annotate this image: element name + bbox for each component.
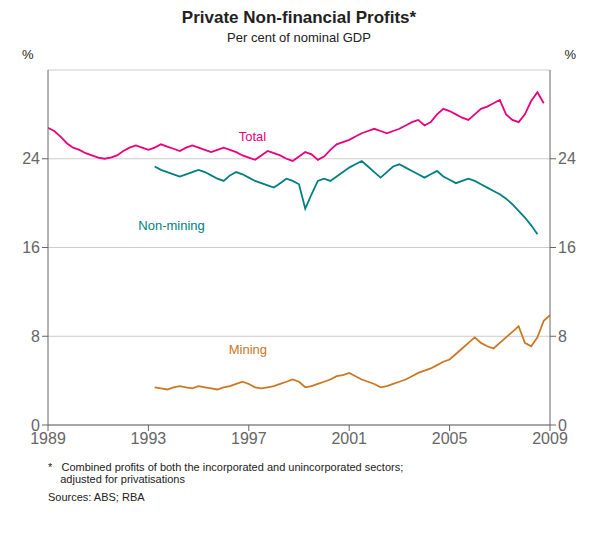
html-text:Per cent of nominal GDP: Per cent of nominal GDP [227,30,371,45]
html-text:* Combined profits of both the: * Combined profits of both the incorpora… [48,461,404,485]
html-text:Private Non-financial Profits*: Private Non-financial Profits* [181,8,417,27]
svg-text:16: 16 [22,239,40,256]
svg-text:Total: Total [239,129,267,144]
svg-text:Mining: Mining [229,342,267,357]
svg-text:2005: 2005 [432,430,468,447]
svg-text:0: 0 [31,417,40,434]
svg-text:8: 8 [31,328,40,345]
svg-text:24: 24 [558,150,576,167]
svg-text:1997: 1997 [231,430,267,447]
svg-text:2009: 2009 [532,430,568,448]
svg-text:2001: 2001 [331,430,367,447]
svg-text:Non-mining: Non-mining [138,218,204,233]
svg-text:0: 0 [558,417,567,434]
svg-text:24: 24 [22,150,40,167]
html-text:Sources: ABS; RBA: Sources: ABS; RBA [48,491,145,503]
svg-text:1989: 1989 [30,430,66,448]
svg-text:1993: 1993 [131,430,167,447]
svg-text:8: 8 [558,328,567,345]
svg-text:16: 16 [558,239,576,256]
